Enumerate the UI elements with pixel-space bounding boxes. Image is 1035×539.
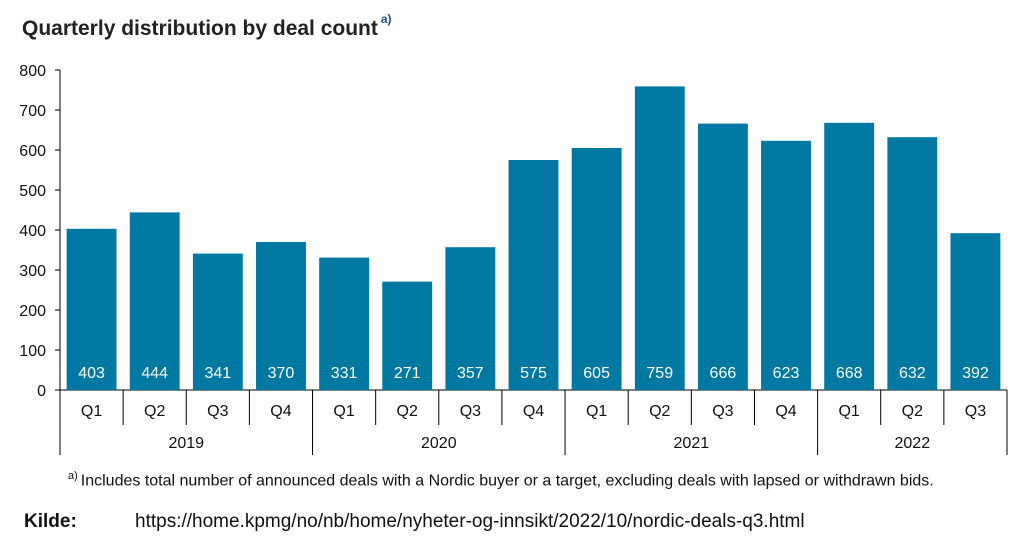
bar: [950, 233, 1001, 390]
x-category-label: Q2: [144, 403, 165, 420]
source-url[interactable]: https://home.kpmg/no/nb/home/nyheter-og-…: [135, 511, 805, 532]
title-note-marker: a): [380, 12, 392, 26]
bar-value-label: 575: [520, 365, 547, 382]
y-tick-label: 800: [19, 63, 46, 80]
y-tick-label: 300: [19, 263, 46, 280]
bar: [129, 212, 180, 390]
x-category-label: Q4: [775, 403, 796, 420]
bar-value-label: 444: [141, 365, 168, 382]
x-category-label: Q2: [902, 403, 923, 420]
year-group-label: 2019: [168, 435, 204, 452]
bar-value-label: 403: [78, 365, 105, 382]
bar-value-label: 605: [583, 365, 610, 382]
y-tick-label: 0: [37, 383, 46, 400]
bar: [192, 253, 243, 390]
x-category-label: Q4: [270, 403, 291, 420]
year-group-label: 2022: [895, 435, 931, 452]
bar-value-label: 392: [962, 365, 989, 382]
bar: [571, 148, 622, 390]
x-category-label: Q1: [333, 403, 354, 420]
bar-value-label: 623: [773, 365, 800, 382]
y-tick-label: 100: [19, 343, 46, 360]
x-category-label: Q2: [649, 403, 670, 420]
bar-value-label: 666: [710, 365, 737, 382]
x-category-label: Q1: [81, 403, 102, 420]
chart-title: Quarterly distribution by deal count a): [22, 12, 392, 41]
year-group-label: 2021: [674, 435, 710, 452]
bar: [319, 257, 370, 390]
x-category-label: Q1: [586, 403, 607, 420]
x-category-label: Q2: [397, 403, 418, 420]
y-tick-label: 500: [19, 183, 46, 200]
x-category-label: Q4: [523, 403, 544, 420]
bar: [66, 228, 117, 390]
bar: [887, 137, 938, 390]
bar: [508, 160, 559, 390]
bar-value-label: 331: [331, 365, 358, 382]
bar-value-label: 271: [394, 365, 421, 382]
bar-value-label: 357: [457, 365, 484, 382]
bar: [634, 86, 685, 391]
y-tick-label: 600: [19, 143, 46, 160]
bar-value-label: 370: [268, 365, 295, 382]
footnote-marker: a): [68, 470, 78, 482]
source-label: Kilde:: [24, 511, 77, 532]
bar: [824, 122, 875, 391]
x-category-label: Q3: [207, 403, 228, 420]
year-group-label: 2020: [421, 435, 457, 452]
bar: [256, 242, 306, 390]
bar: [697, 123, 748, 390]
y-tick-label: 200: [19, 303, 46, 320]
chart-title-text: Quarterly distribution by deal count: [22, 17, 378, 40]
bar-value-label: 341: [204, 365, 231, 382]
bar-chart: 0 100 200 300 400 500 600 700 800 403 Q1 444 Q2 341 Q3…: [19, 63, 1008, 455]
x-category-label: Q3: [965, 403, 986, 420]
x-category-label: Q1: [838, 403, 859, 420]
source-line: Kilde: https://home.kpmg/no/nb/home/nyhet…: [24, 511, 805, 533]
bar-value-label: 759: [646, 365, 673, 382]
bar-value-label: 668: [836, 365, 863, 382]
bar: [445, 247, 496, 390]
footnote: a) Includes total number of announced dea…: [68, 470, 934, 490]
bar-value-label: 632: [899, 365, 926, 382]
x-category-label: Q3: [712, 403, 733, 420]
footnote-text: Includes total number of announced deals…: [80, 472, 934, 490]
x-category-label: Q3: [460, 403, 481, 420]
y-tick-label: 400: [19, 223, 46, 240]
bar: [761, 140, 811, 390]
bar: [382, 281, 433, 390]
y-tick-label: 700: [19, 103, 46, 120]
